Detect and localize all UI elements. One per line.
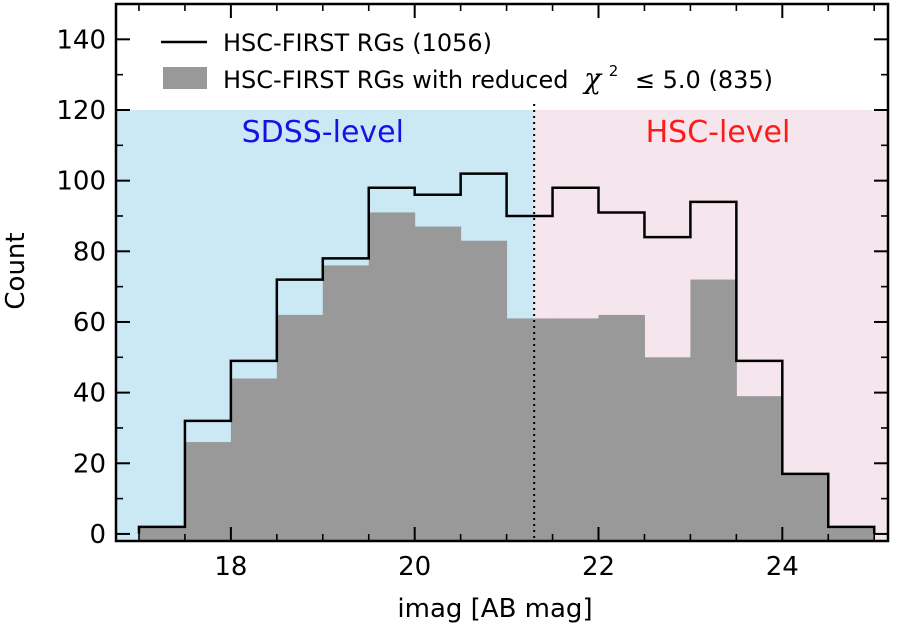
y-tick-label-0: 0	[89, 520, 106, 550]
bar-filled-8	[506, 318, 554, 541]
chi-symbol: χ	[582, 62, 603, 95]
bar-filled-5	[368, 212, 416, 541]
bar-filled-10	[598, 314, 645, 541]
legend-entry-reduced: HSC-FIRST RGs with reduced χ 2 ≤ 5.0 (83…	[223, 54, 773, 95]
y-tick-label-120: 120	[56, 96, 106, 126]
y-tick-label-60: 60	[73, 308, 106, 338]
plot-frame	[114, 2, 890, 543]
x-tick-label-18: 18	[214, 552, 247, 582]
bar-filled-13	[736, 396, 783, 541]
bar-filled-12	[690, 279, 737, 541]
y-tick-label-20: 20	[73, 449, 106, 479]
bar-filled-2	[230, 378, 278, 541]
legend: HSC-FIRST RGs (1056) HSC-FIRST RGs with …	[161, 29, 773, 95]
x-tick-label-24: 24	[766, 552, 799, 582]
bar-filled-11	[644, 357, 691, 541]
legend-entry-reduced-suffix: ≤ 5.0 (835)	[635, 66, 773, 94]
bar-filled-14	[782, 473, 829, 541]
legend-fill-swatch	[163, 67, 207, 89]
y-tick-label-100: 100	[56, 167, 106, 197]
bar-filled-4	[322, 265, 370, 541]
hsc-level-label: HSC-level	[646, 115, 791, 150]
bar-filled-0	[138, 526, 186, 541]
y-axis-title: Count	[1, 232, 31, 309]
bar-filled-7	[460, 240, 508, 541]
y-tick-label-40: 40	[73, 379, 106, 409]
x-tick-label-22: 22	[582, 552, 615, 582]
chi-superscript: 2	[609, 62, 619, 80]
bar-filled-3	[276, 314, 324, 541]
x-tick-label-20: 20	[398, 552, 431, 582]
bar-filled-15	[828, 526, 875, 541]
axes-layer: 0 20 40 60 80 100 120 140 18 20 22 24	[56, 2, 890, 582]
bar-filled-6	[414, 226, 462, 541]
bar-filled-1	[184, 442, 232, 541]
legend-entry-all: HSC-FIRST RGs (1056)	[223, 29, 492, 57]
legend-entry-reduced-text: HSC-FIRST RGs with reduced	[223, 66, 568, 94]
step-layer	[137, 172, 876, 534]
y-tick-label-140: 140	[56, 25, 106, 55]
step-outline-series	[137, 172, 876, 534]
x-axis-title: imag [AB mag]	[397, 594, 592, 624]
bar-filled-9	[552, 318, 599, 541]
sdss-level-label: SDSS-level	[242, 115, 404, 150]
y-tick-label-80: 80	[73, 237, 106, 267]
bars-layer	[138, 212, 875, 541]
